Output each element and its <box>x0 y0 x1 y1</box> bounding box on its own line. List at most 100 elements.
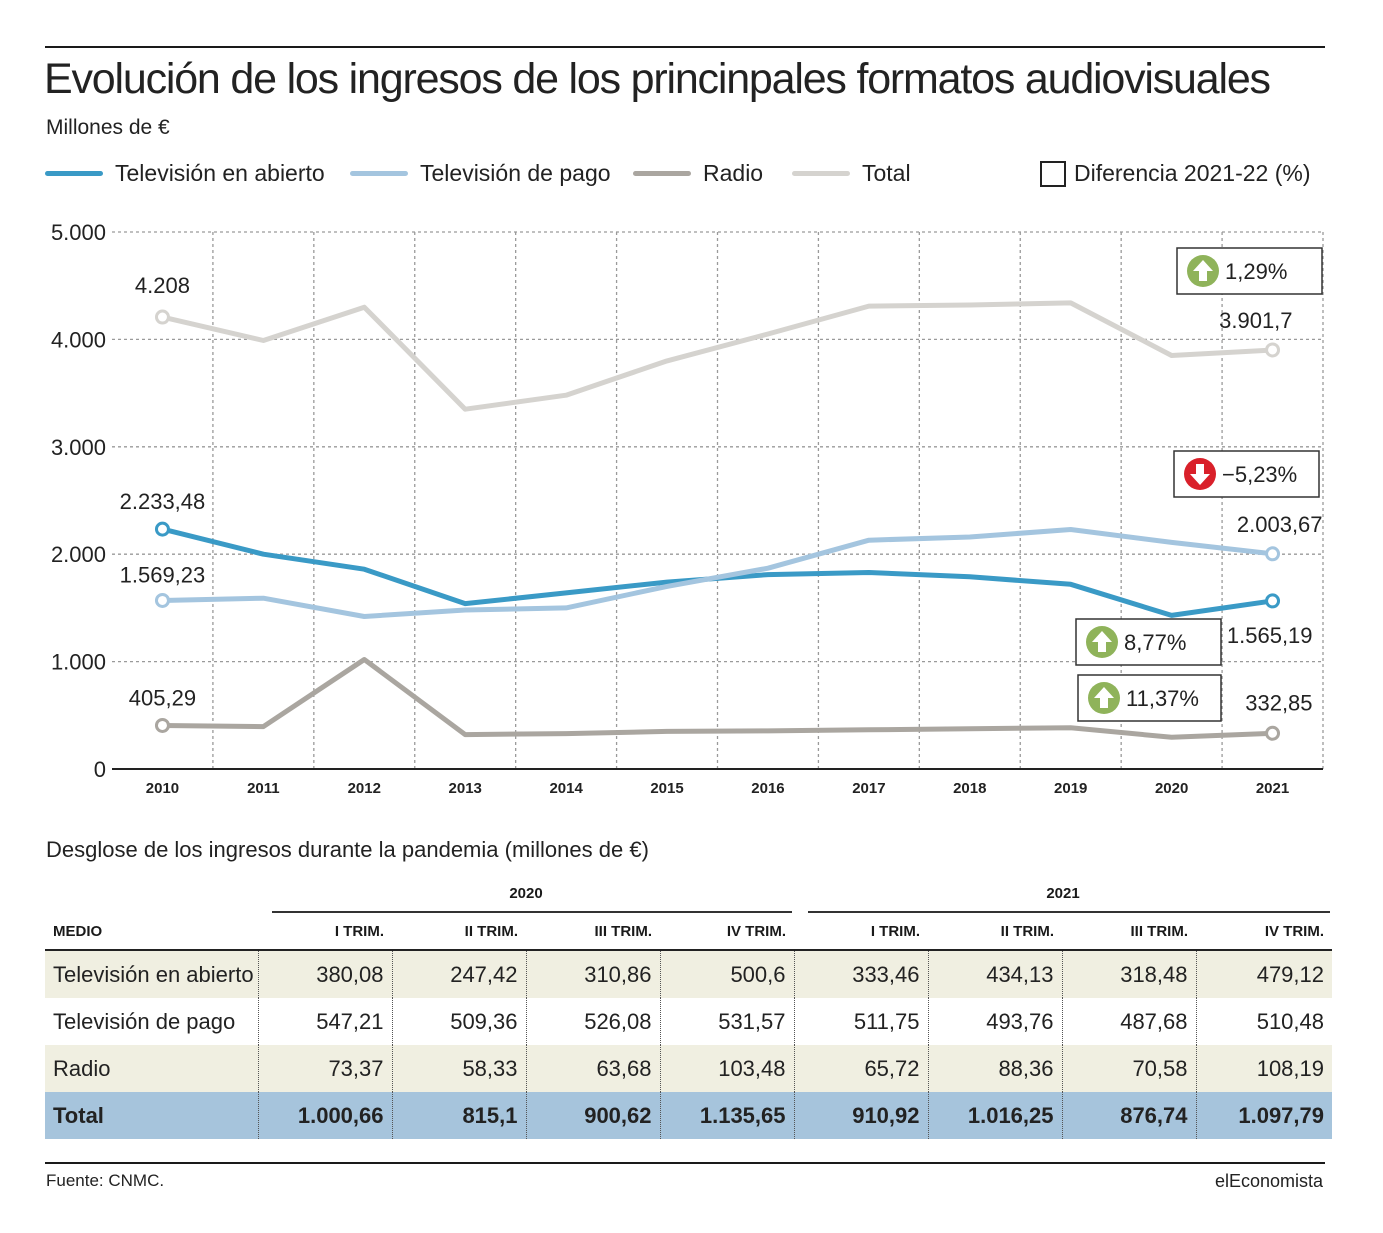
legend-swatch <box>633 171 691 176</box>
column-header: II TRIM. <box>928 913 1062 951</box>
table-cell: 900,62 <box>525 1092 660 1139</box>
source-note: Fuente: CNMC. <box>46 1171 165 1190</box>
series-line <box>160 300 1275 412</box>
data-point <box>362 657 366 661</box>
data-labels: 4.208 3.901,7 2.233,48 1.565,19 1.569,23 2.00… <box>120 273 1323 715</box>
data-point <box>1170 540 1174 544</box>
table-cell: 65,72 <box>793 1045 928 1092</box>
breakdown-table: 2020 2021 MEDIO I TRIM. II TRIM. III TRI… <box>45 885 1332 1139</box>
arrow-up-icon <box>1187 255 1219 287</box>
table-cell: 531,57 <box>659 998 794 1045</box>
data-point <box>154 717 170 733</box>
legend-label: Total <box>862 160 911 186</box>
x-tick-label: 2014 <box>549 780 583 797</box>
x-tick-label: 2015 <box>650 780 683 797</box>
data-label: 1.569,23 <box>120 562 206 587</box>
table-cell: 479,12 <box>1195 950 1332 998</box>
table-cell: 1.135,65 <box>659 1092 794 1139</box>
data-point <box>867 538 871 542</box>
chart-title: Evolución de los ingresos de los princin… <box>44 55 1271 103</box>
data-point <box>1265 725 1281 741</box>
data-point <box>154 592 170 608</box>
table-cell: 910,92 <box>793 1092 928 1139</box>
brand-logo: elEconomista <box>1214 1171 1323 1191</box>
series-line <box>160 527 1275 619</box>
column-header: IV TRIM. <box>1196 913 1332 951</box>
table-cell: 511,75 <box>793 998 928 1045</box>
series-line <box>160 526 1275 618</box>
legend-swatch <box>350 171 408 176</box>
percent-badge: 8,77% <box>1075 618 1222 666</box>
arrow-icon-shape <box>1193 260 1213 281</box>
series-line <box>160 657 1275 740</box>
table-cell: 815,1 <box>391 1092 526 1139</box>
data-label: 332,85 <box>1245 690 1312 715</box>
table-cell: 108,19 <box>1195 1045 1332 1092</box>
x-tick-label: 2010 <box>146 780 179 797</box>
table-cell: 509,36 <box>391 998 526 1045</box>
table-cell: 1.097,79 <box>1195 1092 1332 1139</box>
arrow-icon-shape <box>1094 687 1114 708</box>
data-point <box>463 407 467 411</box>
year-underline <box>272 911 792 913</box>
badge-label: 11,37% <box>1126 686 1199 711</box>
arrow-up-icon <box>1088 682 1120 714</box>
data-label: 405,29 <box>129 685 196 710</box>
table-cell: 434,13 <box>927 950 1062 998</box>
table-cell: 526,08 <box>525 998 660 1045</box>
data-label: 2.233,48 <box>120 489 206 514</box>
row-label: Total <box>45 1092 258 1139</box>
data-point <box>1170 735 1174 739</box>
arrow-icon-shape <box>1190 464 1210 485</box>
legend-item-total: Total <box>792 160 911 187</box>
table-cell: 88,36 <box>927 1045 1062 1092</box>
year-header-row: 2020 2021 <box>45 885 1332 913</box>
percent-badge: 11,37% <box>1077 674 1222 722</box>
data-point <box>665 584 669 588</box>
column-header: I TRIM. <box>258 913 392 951</box>
data-point <box>1265 546 1281 562</box>
top-rule <box>45 46 1325 48</box>
year-label: 2020 <box>509 885 543 902</box>
table-cell: 310,86 <box>525 950 660 998</box>
y-tick-label: 2.000 <box>51 542 106 567</box>
data-point <box>463 733 467 737</box>
chart-subtitle: Millones de € <box>46 116 170 139</box>
data-label: 1.565,19 <box>1227 623 1313 648</box>
legend-label: Televisión en abierto <box>115 160 325 186</box>
data-label: 3.901,7 <box>1219 308 1292 333</box>
data-point <box>261 725 265 729</box>
data-point <box>1069 301 1073 305</box>
table-cell: 73,37 <box>257 1045 392 1092</box>
y-tick-label: 5.000 <box>51 220 106 245</box>
data-point <box>968 303 972 307</box>
data-point <box>1069 527 1073 531</box>
table-cell: 500,6 <box>659 950 794 998</box>
legend-item-radio: Radio <box>633 160 763 187</box>
data-point <box>968 535 972 539</box>
column-header: II TRIM. <box>392 913 526 951</box>
column-header-row: MEDIO I TRIM. II TRIM. III TRIM. IV TRIM… <box>45 913 1332 951</box>
legend-item-tv-abierto: Televisión en abierto <box>45 160 325 187</box>
year-header-2020: 2020 <box>258 885 794 913</box>
table-cell: 547,21 <box>257 998 392 1045</box>
table-cell: 380,08 <box>257 950 392 998</box>
table-row: Televisión en abierto 380,08 247,42 310,… <box>45 950 1332 998</box>
data-point <box>261 596 265 600</box>
y-tick-label: 0 <box>94 757 106 782</box>
data-label: 4.208 <box>135 273 190 298</box>
data-point <box>564 591 568 595</box>
arrow-up-icon <box>1086 626 1118 658</box>
data-point <box>1069 582 1073 586</box>
data-point <box>867 570 871 574</box>
row-label: Televisión de pago <box>53 1008 236 1034</box>
year-header-2021: 2021 <box>794 885 1332 913</box>
data-point <box>968 575 972 579</box>
table-cell: 103,48 <box>659 1045 794 1092</box>
data-point <box>665 729 669 733</box>
data-point <box>154 309 170 325</box>
data-point <box>1265 342 1281 358</box>
year-label: 2021 <box>1046 885 1080 902</box>
x-tick-label: 2012 <box>348 780 381 797</box>
column-header: III TRIM. <box>526 913 660 951</box>
